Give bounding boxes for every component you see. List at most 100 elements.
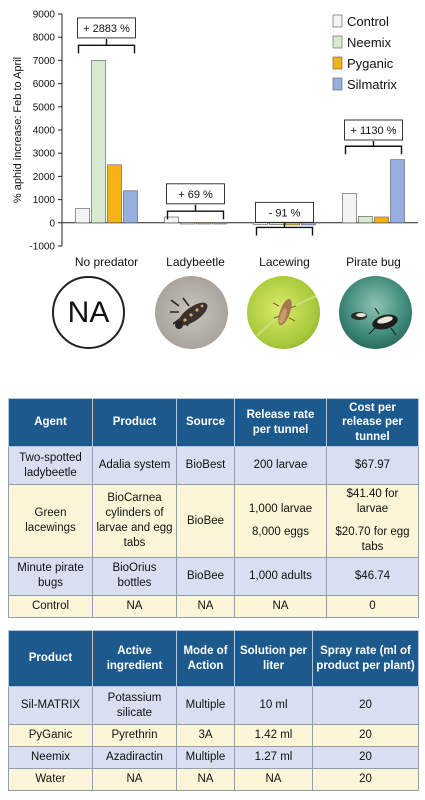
y-tick-label: 8000 [33, 33, 56, 44]
table-cell: Azadiractin [92, 746, 177, 769]
y-tick-label: -1000 [29, 242, 55, 253]
table-cell: BioBest [176, 446, 235, 486]
annotation-label: + 69 % [178, 189, 213, 201]
lacewing-larva-photo [247, 276, 320, 349]
x-category-label: Pirate bug [346, 255, 401, 269]
annotation-bracket [344, 141, 403, 155]
legend-swatch [332, 35, 343, 49]
table1-header: Product [92, 397, 177, 448]
table-cell: Minute pirate bugs [8, 556, 93, 596]
annotation-box [255, 201, 314, 223]
table-cell: NA [176, 768, 235, 791]
table-cell: Two-spotted ladybeetle [8, 446, 93, 486]
table-cell: 200 larvae [234, 446, 327, 486]
table-cell-line: 8,000 eggs [252, 526, 309, 538]
table-cell: NA [234, 768, 313, 791]
legend-label: Control [347, 14, 389, 29]
bar-control-0 [75, 208, 90, 224]
table-cell: $67.97 [326, 446, 419, 486]
table2-header: Active ingredient [92, 630, 177, 687]
annotation-label: + 1130 % [351, 125, 397, 137]
table-cell: Pyrethrin [92, 724, 177, 747]
bar-neemix-3 [358, 216, 373, 224]
table-cell: NA [92, 594, 177, 618]
annotation-box [344, 119, 403, 141]
table-cell: Green lacewings [8, 484, 93, 558]
table2-header: Mode of Action [176, 630, 235, 687]
table-cell: Multiple [176, 686, 235, 725]
table-cell: 0 [326, 594, 419, 618]
table-cell: 1.42 ml [234, 724, 313, 747]
y-tick-label: 7000 [33, 56, 56, 67]
table-cell: $41.40 for larvae $20.70 for egg tabs [326, 484, 419, 558]
table-cell: NA [234, 594, 327, 618]
table-cell-line: 1,000 larvae [248, 503, 313, 516]
x-category-label: Ladybeetle [166, 255, 225, 269]
annotation-label: - 91 % [269, 207, 301, 219]
x-category-label: No predator [75, 255, 138, 269]
table1-header: Agent [8, 397, 93, 448]
table-row: Minute pirate bugs BioOrius bottles BioB… [8, 556, 419, 596]
table-cell: BioBee [176, 484, 235, 558]
table-cell: 1.27 ml [234, 746, 313, 769]
table-cell: BioBee [176, 556, 235, 596]
table-cell: 20 [312, 768, 419, 791]
table-cell: Multiple [176, 746, 235, 769]
table-cell: Water [8, 768, 93, 791]
annotation-bracket [255, 223, 314, 236]
annotation-label: + 2883 % [83, 23, 130, 35]
table-cell: Adalia system [92, 446, 177, 486]
table-cell: BioOrius bottles [92, 556, 177, 596]
bar-silmatrix-3 [390, 159, 405, 224]
bar-pyganic-1 [196, 222, 211, 225]
y-tick-label: 1000 [33, 195, 56, 206]
bar-control-1 [164, 216, 179, 224]
legend-label: Neemix [347, 35, 392, 50]
table-cell: 1,000 larvae 8,000 eggs [234, 484, 327, 558]
legend-swatch [332, 14, 343, 28]
y-tick-label: 6000 [33, 79, 56, 90]
table-row: Control NA NA NA 0 [8, 594, 419, 618]
annotation-box [77, 17, 136, 39]
table-cell: Control [8, 594, 93, 618]
table2-header: Spray rate (ml of product per plant) [312, 630, 419, 687]
annotation-box [166, 183, 225, 205]
y-axis-label: % aphid increase: Feb to April [12, 57, 24, 203]
table-row: PyGanic Pyrethrin 3A 1.42 ml 20 [8, 724, 419, 747]
pirate-bug-photo [339, 276, 412, 349]
table-cell: Potassium silicate [92, 686, 177, 725]
y-tick-label: 9000 [33, 10, 56, 21]
table-cell: 3A [176, 724, 235, 747]
x-category-label: Lacewing [259, 255, 310, 269]
table1-header: Cost per release per tunnel [326, 397, 419, 448]
annotation-bracket [166, 204, 225, 220]
bar-pyganic-2 [285, 222, 300, 226]
y-tick-label: 2000 [33, 172, 56, 183]
bar-neemix-2 [269, 222, 284, 225]
annotation-bracket [77, 38, 136, 54]
y-tick-label: 4000 [33, 126, 56, 137]
table-row: Two-spotted ladybeetle Adalia system Bio… [8, 446, 419, 486]
bar-silmatrix-0 [123, 190, 138, 224]
aphid-increase-chart: -1000 0 1000 2000 3000 4000 5000 6000 7000 8000 90… [12, 10, 418, 269]
table1-header: Source [176, 397, 235, 448]
bar-pyganic-3 [374, 216, 389, 224]
table1-header: Release rate per tunnel [234, 397, 327, 448]
table-cell: PyGanic [8, 724, 93, 747]
table-cell: NA [92, 768, 177, 791]
table-cell-line: $20.70 for egg tabs [335, 526, 410, 553]
legend-label: Pyganic [347, 56, 394, 71]
table-cell: 20 [312, 686, 419, 725]
bar-silmatrix-1 [212, 222, 227, 225]
bar-pyganic-0 [107, 164, 122, 224]
bar-neemix-1 [180, 222, 195, 225]
table-cell: Neemix [8, 746, 93, 769]
table-cell: BioCarnea cylinders of larvae and egg ta… [92, 484, 177, 558]
y-tick-label: 0 [49, 218, 55, 229]
bar-control-2 [253, 222, 268, 225]
table-cell: 20 [312, 746, 419, 769]
table2-header: Product [8, 630, 93, 687]
no-predator-na-circle: NA [52, 276, 125, 349]
table-row: Green lacewings BioCarnea cylinders of l… [8, 484, 419, 558]
legend-swatch [332, 56, 343, 70]
